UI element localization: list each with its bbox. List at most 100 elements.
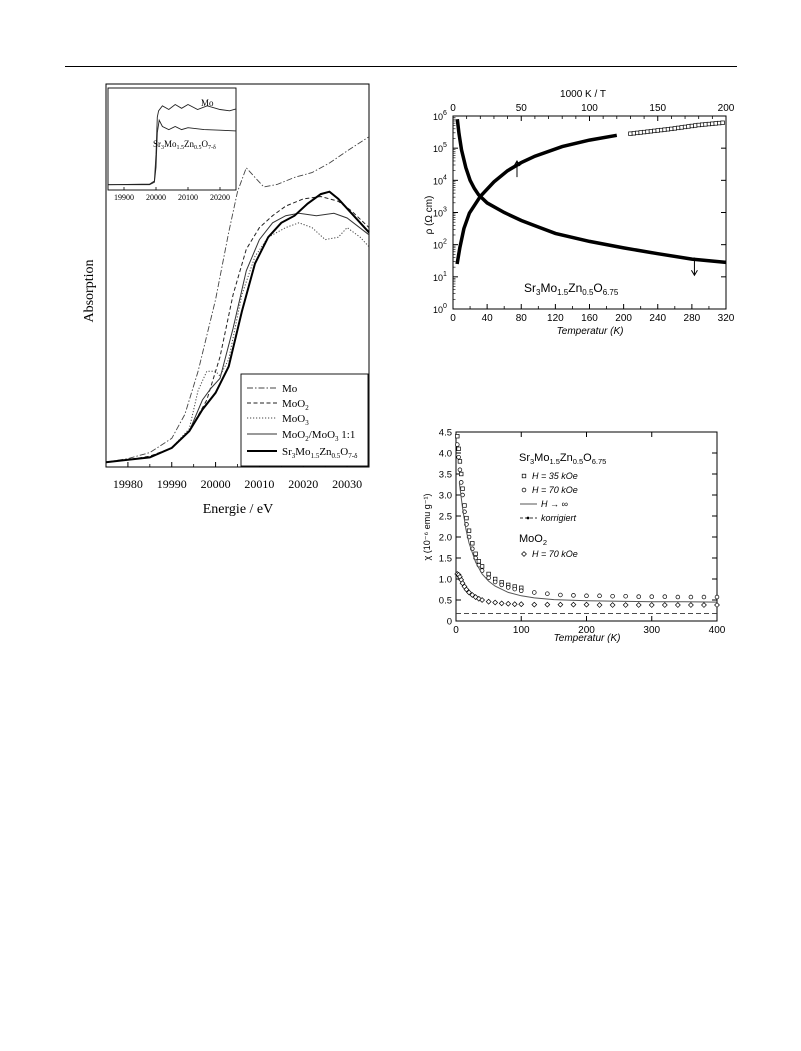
xanes-x-tick-label: 20000 (201, 477, 231, 491)
susceptibility-marker-4 (583, 601, 590, 608)
tick-exponent: 1 (443, 271, 447, 278)
resistivity-y-axis-label: ρ (Ω cm) (424, 196, 435, 235)
xanes-x-tick-label: 20020 (288, 477, 318, 491)
susceptibility-marker-0 (470, 541, 475, 546)
susceptibility-marker-4 (469, 592, 476, 598)
susceptibility-marker-4 (498, 600, 505, 607)
susceptibility-y-tick-label: 1.0 (439, 575, 452, 586)
tick-base: 10 (433, 209, 443, 219)
susceptibility-marker-0 (473, 551, 478, 556)
susceptibility-y-tick-label: 4.5 (439, 428, 452, 439)
susceptibility-marker-0 (457, 459, 463, 464)
resistivity-x-axis-label: Temperatur (K) (557, 326, 624, 337)
formula-part: O (340, 446, 348, 458)
susceptibility-marker-4 (557, 601, 564, 608)
resistivity-compound-label: Sr3Mo1.5Zn0.5O6.75 (524, 281, 619, 297)
formula-part: Zn (560, 452, 573, 464)
susceptibility-marker-1 (456, 454, 461, 460)
susceptibility-y-tick-label: 3.5 (439, 470, 452, 481)
susceptibility-marker-1 (457, 467, 463, 473)
susceptibility-x-tick-label: 400 (709, 625, 726, 636)
susceptibility-marker-1 (714, 594, 720, 600)
xanes-series-line-4 (105, 190, 370, 464)
susceptibility-marker-1 (518, 588, 524, 594)
resistivity-y-tick-label: 106 (433, 110, 447, 122)
xanes-inset-series-0 (107, 103, 237, 186)
xanes-series-line-0 (105, 136, 370, 463)
susceptibility-marker-0 (460, 486, 465, 491)
susceptibility-marker-4 (479, 597, 485, 603)
resistivity-x-tick-label: 320 (718, 313, 735, 324)
xanes-inset-label-compound: Sr3Mo1.5Zn0.5O7-δ (153, 139, 216, 151)
susceptibility-legend2-label-0: H = 70 kOe (532, 549, 578, 559)
resistivity-x-tick-label: 200 (615, 313, 632, 324)
susceptibility-marker-0 (455, 434, 460, 439)
xanes-inset-series-1 (108, 118, 237, 186)
tick-exponent: 6 (443, 110, 447, 117)
formula-part: O (583, 452, 592, 464)
susceptibility-x-tick-label: 0 (453, 625, 459, 636)
xanes-x-tick-label: 20030 (332, 477, 362, 491)
formula-part: MoO (282, 413, 305, 425)
susceptibility-marker-4 (701, 602, 707, 608)
resistivity-series-temperature (455, 118, 727, 265)
resistivity-x-tick-label: 160 (581, 313, 598, 324)
resistivity-y-tick-label: 101 (433, 271, 447, 283)
susceptibility-marker-4 (466, 589, 472, 596)
resistivity-arrow-head-1 (691, 269, 698, 277)
resistivity-marker (720, 120, 725, 125)
formula-part: Mo (295, 446, 311, 458)
susceptibility-marker-1 (571, 593, 576, 598)
susceptibility-marker-0 (456, 446, 461, 451)
susceptibility-marker-4 (661, 602, 668, 608)
formula-part: Sr (153, 139, 161, 149)
formula-part: Mo (282, 383, 298, 395)
formula-part: 6.75 (603, 288, 619, 297)
susceptibility-marker-4 (485, 598, 492, 605)
susceptibility-marker-0 (459, 471, 464, 477)
resistivity-series-inverse (455, 133, 618, 265)
susceptibility-marker-1 (610, 593, 615, 599)
formula-part: 0.5 (582, 288, 594, 297)
susceptibility-marker-1 (597, 593, 602, 599)
susceptibility-marker-1 (512, 586, 517, 592)
resistivity-arrow-head-0 (513, 160, 521, 167)
resistivity-top-tick-label: 200 (718, 103, 735, 114)
susceptibility-legend-label-3: korrigiert (541, 513, 577, 523)
resistivity-top-axis-label: 1000 K / T (560, 89, 606, 100)
resistivity-x-tick-label: 240 (649, 313, 666, 324)
tick-exponent: 4 (443, 174, 447, 181)
xanes-x-axis-label: Energie / eV (203, 502, 274, 517)
formula-part: Zn (568, 281, 582, 295)
resistivity-x-tick-label: 280 (684, 313, 701, 324)
xanes-inset-label-mo: Mo (201, 98, 214, 108)
susceptibility-marker-4 (714, 602, 720, 608)
susceptibility-marker-1 (662, 594, 668, 599)
formula-part: Sr (524, 281, 536, 295)
susceptibility-marker-1 (486, 575, 491, 580)
formula-part: O (202, 139, 209, 149)
tick-exponent: 0 (443, 303, 447, 310)
formula-part: 6.75 (592, 457, 607, 466)
susceptibility-marker-1 (649, 594, 654, 599)
susceptibility-legend-swatch-0 (521, 473, 527, 479)
susceptibility-marker-1 (636, 594, 641, 599)
xanes-x-tick-label: 19990 (157, 477, 187, 491)
susceptibility-y-tick-label: 0.5 (439, 596, 452, 607)
formula-part: Mo (164, 139, 177, 149)
formula-part: Zn (184, 139, 194, 149)
susceptibility-moo2-title: MoO2 (519, 533, 547, 547)
susceptibility-marker-4 (609, 602, 616, 608)
formula-part: 3 (335, 435, 339, 443)
formula-part: Zn (319, 446, 332, 458)
formula-part: 1.5 (557, 288, 569, 297)
formula-part: 3 (161, 145, 164, 151)
susceptibility-x-tick-label: 300 (643, 625, 660, 636)
susceptibility-marker-4 (544, 601, 551, 608)
susceptibility-marker-4 (622, 602, 629, 608)
tick-base: 10 (433, 241, 443, 251)
susceptibility-marker-1 (499, 582, 504, 588)
